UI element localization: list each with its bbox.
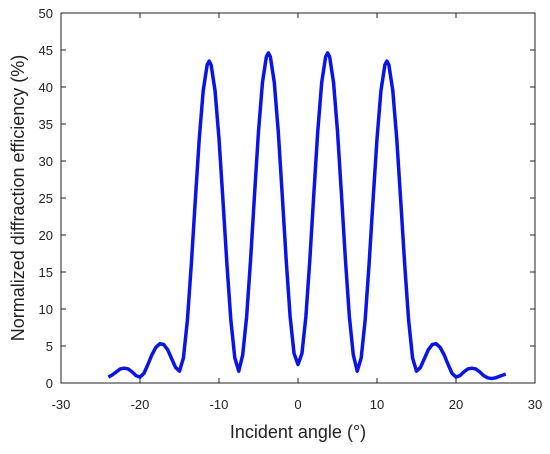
x-tick-label: 10 xyxy=(370,397,384,412)
x-tick-label: -30 xyxy=(52,397,71,412)
y-tick-label: 0 xyxy=(46,376,53,391)
data-line xyxy=(107,51,507,381)
x-tick-label: 20 xyxy=(449,397,463,412)
y-tick-label: 40 xyxy=(39,80,53,95)
y-tick-label: 10 xyxy=(39,302,53,317)
plot-frame xyxy=(60,12,536,384)
y-tick-label: 50 xyxy=(39,6,53,21)
x-tick-label: -10 xyxy=(210,397,229,412)
y-tick-label: 25 xyxy=(39,191,53,206)
x-tick-label: -20 xyxy=(131,397,150,412)
x-axis-title: Incident angle (°) xyxy=(230,422,366,442)
x-tick-label: 0 xyxy=(294,397,301,412)
y-tick-label: 35 xyxy=(39,117,53,132)
y-axis-title: Normalized diffraction efficiency (%) xyxy=(8,55,28,341)
x-tick-label: 30 xyxy=(528,397,542,412)
y-tick-label: 15 xyxy=(39,265,53,280)
y-tick-label: 30 xyxy=(39,154,53,169)
y-tick-label: 20 xyxy=(39,228,53,243)
y-tick-label: 45 xyxy=(39,43,53,58)
y-tick-label: 5 xyxy=(46,339,53,354)
